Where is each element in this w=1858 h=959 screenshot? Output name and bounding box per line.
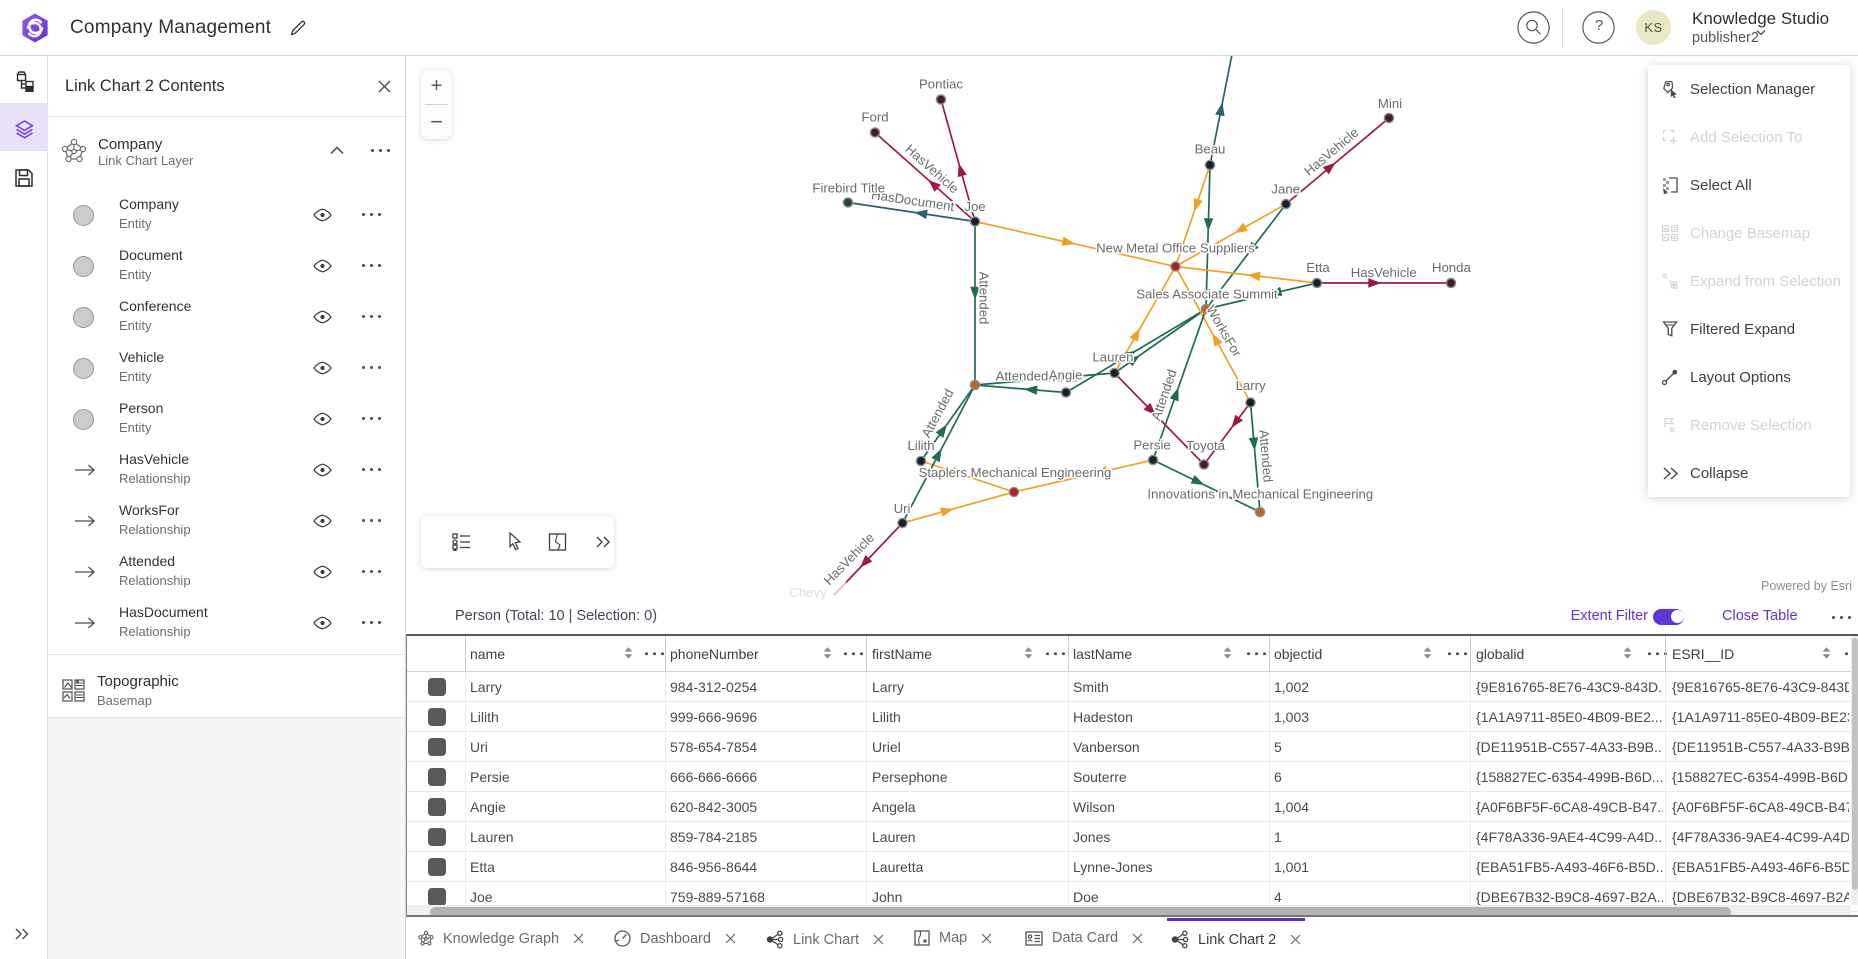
svg-text:Lilith: Lilith <box>907 438 934 453</box>
svg-text:HasVehicle: HasVehicle <box>902 141 961 196</box>
svg-text:Pontiac: Pontiac <box>919 76 963 91</box>
svg-text:Firebird Title: Firebird Title <box>812 181 885 196</box>
svg-text:Angie: Angie <box>1049 367 1083 382</box>
svg-text:HasVehicle: HasVehicle <box>1351 265 1417 280</box>
svg-text:Jane: Jane <box>1271 181 1300 196</box>
svg-text:Persie: Persie <box>1133 437 1170 452</box>
svg-text:Ford: Ford <box>861 110 888 125</box>
svg-text:Larry: Larry <box>1236 378 1266 393</box>
svg-text:Toyota: Toyota <box>1186 438 1226 453</box>
svg-text:Chevy: Chevy <box>789 585 827 600</box>
svg-text:Attended: Attended <box>996 369 1049 384</box>
svg-text:Staplers Mechanical Engineerin: Staplers Mechanical Engineering <box>919 465 1112 480</box>
svg-text:Lauren: Lauren <box>1092 350 1133 365</box>
svg-text:Attended: Attended <box>977 272 992 325</box>
svg-text:New Metal Office Suppliers: New Metal Office Suppliers <box>1096 240 1255 255</box>
svg-text:Beau: Beau <box>1195 142 1226 157</box>
svg-text:Etta: Etta <box>1306 260 1330 275</box>
svg-text:Sales Associate Summit: Sales Associate Summit <box>1136 287 1278 302</box>
svg-text:Mini: Mini <box>1378 96 1402 111</box>
svg-text:Attended: Attended <box>1256 429 1276 483</box>
svg-text:Attended: Attended <box>1025 370 1078 385</box>
svg-text:Uri: Uri <box>894 501 911 516</box>
svg-text:WorksFor: WorksFor <box>1203 303 1245 360</box>
svg-text:Innovations in Mechanical Engi: Innovations in Mechanical Engineering <box>1147 486 1373 501</box>
svg-text:HasVehicle: HasVehicle <box>1301 125 1361 179</box>
svg-text:Honda: Honda <box>1432 260 1472 275</box>
svg-text:Joe: Joe <box>964 199 985 214</box>
